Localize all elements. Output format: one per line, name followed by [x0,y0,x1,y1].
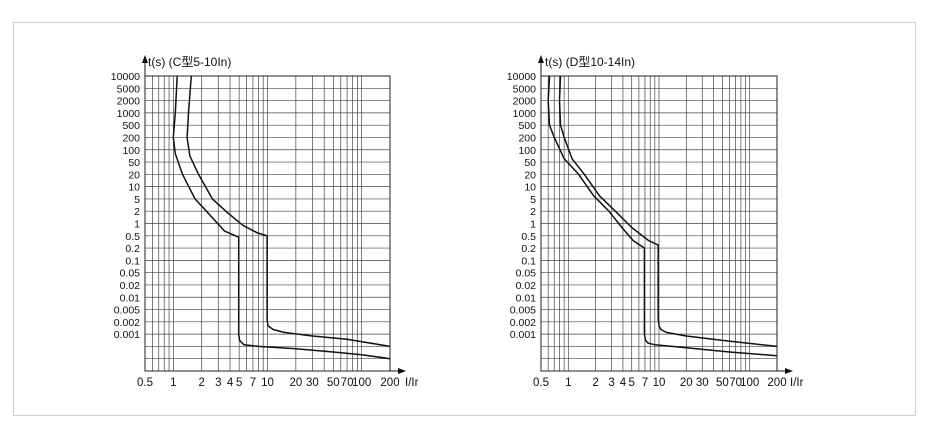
x-tick-label: 10 [653,377,666,389]
y-tick-label: 2000 [117,96,141,108]
y-tick-label: 500 [518,120,536,132]
x-tick-label: 30 [696,377,709,389]
x-tick-label: 1 [170,377,176,389]
y-tick-label: 0.1 [125,255,140,267]
y-tick-label: 200 [518,132,536,144]
x-tick-label: 50 [716,377,729,389]
y-tick-label: 0.05 [516,268,537,280]
y-tick-label: 0.5 [125,231,140,243]
x-tick-label: 20 [289,377,302,389]
y-tick-label: 1000 [513,108,537,120]
y-tick-label: 0.1 [521,255,536,267]
y-tick-label: 5000 [513,83,537,95]
y-tick-label: 20 [128,169,140,181]
y-tick-label: 10 [128,182,140,194]
x-tick-label: 1 [565,377,571,389]
y-axis-arrow-icon [142,55,148,63]
y-tick-label: 0.5 [521,231,536,243]
y-tick-label: 0.2 [521,243,536,255]
y-tick-label: 0.01 [516,292,537,304]
x-tick-label: 20 [680,377,693,389]
y-tick-label: 0.02 [516,280,537,292]
y-tick-label: 10 [524,182,536,194]
y-tick-label: 2000 [513,96,537,108]
series-line-1 [558,75,778,348]
y-tick-label: 0.001 [114,329,140,341]
y-tick-label: 5000 [117,83,141,95]
chart-title: t(s) (C型5-10In) [148,55,231,69]
x-tick-label: 100 [740,377,759,389]
x-tick-label: 2 [198,377,204,389]
y-tick-label: 50 [128,157,140,169]
y-tick-label: 2 [134,206,140,218]
x-tick-label: 0.5 [137,377,153,389]
y-tick-label: 0.2 [125,243,140,255]
x-tick-label: 7 [642,377,648,389]
chart-frame [13,22,916,416]
y-tick-label: 0.05 [120,268,141,280]
y-tick-label: 0.005 [510,305,536,317]
y-tick-label: 2 [530,206,536,218]
plot-border [540,75,778,372]
x-tick-label: 5 [628,377,634,389]
x-tick-label: 50 [327,377,340,389]
y-tick-label: 1 [134,219,140,231]
series-line-1 [172,75,391,360]
y-tick-label: 1 [530,219,536,231]
chart-c-type: t(s) (C型5-10In)1000050002000100050020010… [111,55,419,389]
y-tick-label: 0.002 [510,317,536,329]
x-tick-label: 200 [380,377,399,389]
x-tick-label: 200 [767,377,786,389]
series-line-2 [186,75,391,348]
x-tick-label: 4 [227,377,234,389]
y-tick-label: 0.005 [114,305,140,317]
y-tick-label: 0.01 [120,292,141,304]
x-tick-label: 3 [608,377,614,389]
chart-d-type: t(s) (D型10-14In)100005000200010005002001… [507,55,804,389]
y-tick-label: 0.001 [510,329,536,341]
y-tick-label: 20 [524,169,536,181]
x-tick-label: 5 [236,377,242,389]
chart-title: t(s) (D型10-14In) [545,55,635,69]
y-axis-arrow-icon [538,55,544,63]
y-tick-label: 50 [524,157,536,169]
x-axis-label: I/Ir [405,377,419,389]
y-tick-label: 100 [122,145,140,157]
x-tick-label: 70 [341,377,354,389]
x-tick-label: 0.5 [533,377,549,389]
x-axis-arrow-icon [398,368,406,374]
x-tick-label: 10 [261,377,274,389]
series-line-2 [547,75,778,357]
y-tick-label: 5 [134,194,140,206]
y-tick-label: 10000 [111,71,140,83]
y-tick-label: 1000 [117,108,141,120]
y-tick-label: 0.002 [114,317,140,329]
x-tick-label: 100 [352,377,371,389]
x-tick-label: 3 [215,377,221,389]
plot-border [144,75,391,372]
x-axis-label: I/Ir [790,377,804,389]
x-tick-label: 4 [620,377,627,389]
y-tick-label: 0.02 [120,280,141,292]
x-tick-label: 2 [592,377,598,389]
x-tick-label: 70 [729,377,742,389]
x-tick-label: 30 [306,377,319,389]
y-tick-label: 500 [122,120,140,132]
y-tick-label: 5 [530,194,536,206]
y-tick-label: 10000 [507,71,536,83]
y-tick-label: 100 [518,145,536,157]
y-tick-label: 200 [122,132,140,144]
x-tick-label: 7 [250,377,256,389]
x-axis-arrow-icon [785,368,793,374]
